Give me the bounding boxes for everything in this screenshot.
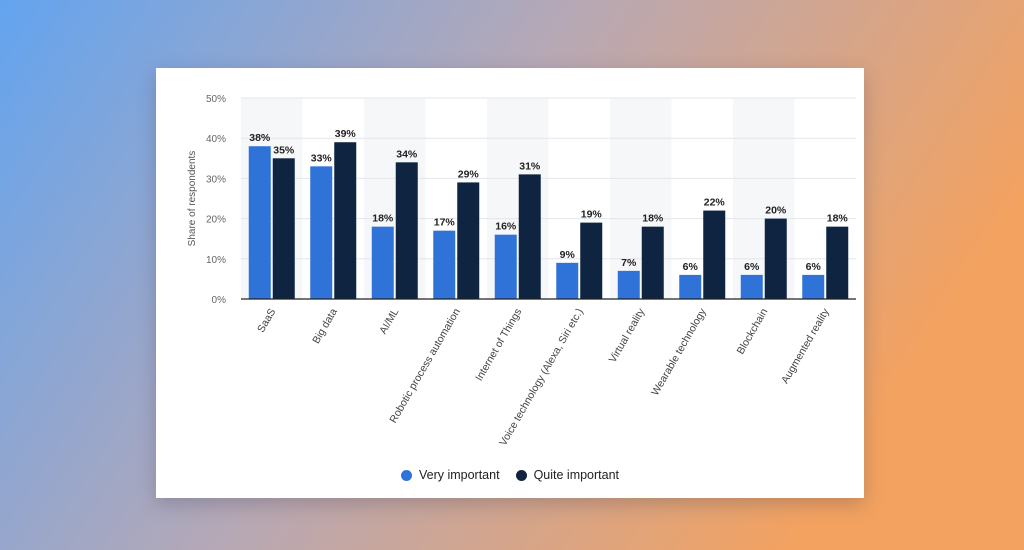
bar-chart: 0% 10% 20% 30% 40% 50% Share of respondents 38%… <box>187 94 856 448</box>
data-label: 19% <box>581 209 603 221</box>
data-label: 31% <box>519 160 541 172</box>
bar <box>433 230 456 299</box>
data-label: 34% <box>396 148 418 160</box>
y-tick-label: 20% <box>206 215 226 226</box>
y-tick-label: 30% <box>206 174 226 185</box>
x-tick-label: Blockchain <box>735 306 771 356</box>
legend-label-very-important: Very important <box>418 468 500 482</box>
x-tick-label: SaaS <box>255 307 278 335</box>
y-tick-label: 50% <box>206 94 226 105</box>
data-label: 22% <box>704 197 726 209</box>
x-tick-label: Augmented reality <box>779 306 832 386</box>
legend-item-quite-important[interactable]: Quite important <box>515 468 620 482</box>
bar <box>371 226 394 299</box>
x-tick-label: Internet of Things <box>473 307 524 384</box>
data-label: 6% <box>744 261 760 273</box>
chart-legend: Very important Quite important <box>156 468 864 482</box>
data-label: 9% <box>560 249 576 261</box>
bar <box>310 166 333 299</box>
bar <box>679 274 702 299</box>
y-tick-label: 0% <box>212 295 227 306</box>
data-label: 16% <box>495 221 517 233</box>
bar <box>272 158 295 299</box>
data-label: 20% <box>765 205 787 217</box>
legend-swatch-quite-important <box>515 469 527 481</box>
y-axis-title: Share of respondents <box>187 151 198 247</box>
bar <box>395 162 418 299</box>
data-label: 35% <box>273 144 295 156</box>
bar <box>703 210 726 299</box>
x-tick-label: Virtual reality <box>607 306 648 365</box>
bar <box>494 234 517 299</box>
data-label: 18% <box>642 213 664 225</box>
x-tick-label: Robotic process automation <box>387 306 463 425</box>
legend-label-quite-important: Quite important <box>533 468 620 482</box>
bar <box>457 182 480 299</box>
data-label: 29% <box>458 168 480 180</box>
data-label: 7% <box>621 257 637 269</box>
x-tick-label: Big data <box>310 306 340 346</box>
bar <box>248 146 271 299</box>
bar <box>641 226 664 299</box>
bar <box>556 262 579 299</box>
bar <box>518 174 541 299</box>
x-tick-label: Wearable technology <box>649 306 709 398</box>
data-label: 18% <box>372 213 394 225</box>
bar <box>580 222 603 299</box>
data-label: 39% <box>335 128 357 140</box>
chart-card: 0% 10% 20% 30% 40% 50% Share of respondents 38%… <box>156 68 864 498</box>
bar <box>740 274 763 299</box>
data-label: 38% <box>249 132 271 144</box>
bar <box>617 270 640 299</box>
data-label: 6% <box>683 261 699 273</box>
legend-swatch-very-important <box>400 469 412 481</box>
data-label: 6% <box>806 261 822 273</box>
x-tick-label: AI/ML <box>377 306 401 336</box>
bar <box>802 274 825 299</box>
y-tick-label: 40% <box>206 134 226 145</box>
bar <box>826 226 849 299</box>
bar <box>764 218 787 299</box>
legend-item-very-important[interactable]: Very important <box>400 468 500 482</box>
bar <box>334 142 357 299</box>
data-label: 17% <box>434 217 456 229</box>
data-label: 33% <box>311 152 333 164</box>
y-tick-label: 10% <box>206 255 226 266</box>
data-label: 18% <box>827 213 849 225</box>
